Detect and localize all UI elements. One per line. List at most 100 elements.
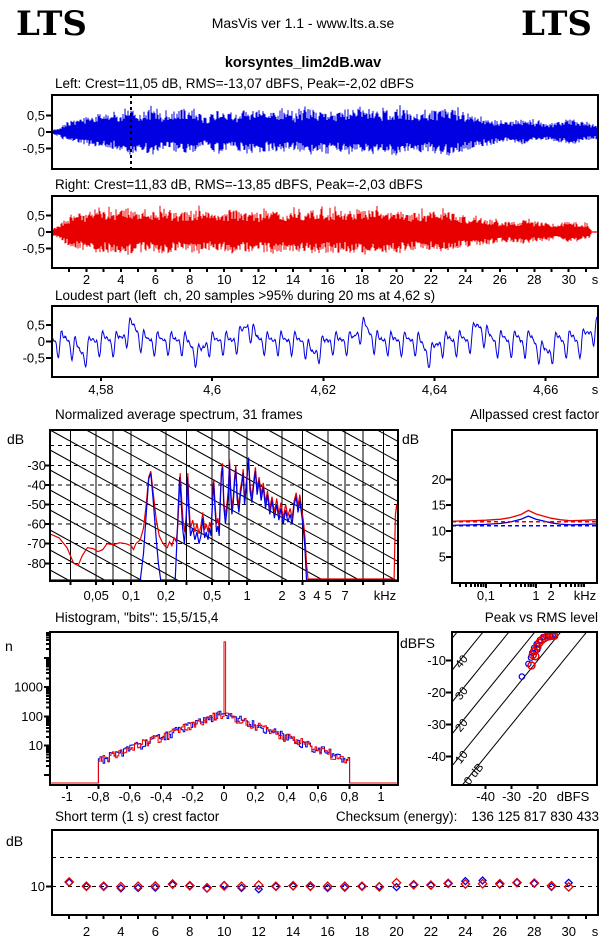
svg-text:0,5: 0,5: [27, 208, 45, 223]
svg-text:4,64: 4,64: [422, 382, 447, 397]
svg-text:0,1: 0,1: [122, 588, 140, 603]
svg-text:-0,2: -0,2: [181, 789, 203, 804]
svg-text:10: 10: [217, 924, 231, 939]
short-term-crest-plot: 102 4 6 8 10 12 14 16 18 20 22 24 26 28 30 sdB: [6, 829, 599, 939]
svg-text:10: 10: [432, 524, 446, 539]
svg-text:0,8: 0,8: [341, 789, 359, 804]
svg-text:4,62: 4,62: [311, 382, 336, 397]
svg-text:10: 10: [453, 749, 470, 766]
svg-text:dB: dB: [402, 431, 419, 447]
app-version-line: MasVis ver 1.1 - www.lts.a.se: [211, 15, 395, 31]
checksum: Checksum (energy): 136 125 817 830 433: [336, 809, 599, 824]
lts-logo-left: LTS: [16, 4, 87, 44]
svg-text:16: 16: [320, 924, 334, 939]
svg-text:30: 30: [453, 685, 470, 702]
svg-text:24: 24: [458, 924, 472, 939]
svg-text:-60: -60: [27, 517, 46, 532]
svg-text:20: 20: [389, 272, 403, 287]
svg-text:dB: dB: [7, 431, 24, 447]
svg-text:28: 28: [527, 924, 541, 939]
svg-text:-0,5: -0,5: [23, 241, 45, 256]
checksum-value: 136 125 817 830 433: [471, 809, 599, 824]
checksum-label: Checksum (energy):: [335, 809, 458, 824]
svg-text:4,58: 4,58: [88, 382, 113, 397]
spectrum-plot: -30 -40 -50 -60 -70 -80 0,05 0,1 0,2 0,5 1 2 3 4 5 7 kHz…: [7, 429, 419, 603]
histogram-plot: 10 100 1000 -1 -0,8 -0,6 -0,4 -0,2 0 0,2 0,4 0,6 0,8…: [5, 631, 399, 804]
peak-vs-rms-title: Peak vs RMS level: [484, 610, 598, 625]
svg-text:10: 10: [29, 738, 43, 753]
svg-text:-0,6: -0,6: [119, 789, 141, 804]
svg-text:5: 5: [325, 588, 332, 603]
short-term-crest-title: Short term (1 s) crest factor: [55, 809, 220, 824]
svg-text:0 dB: 0 dB: [462, 761, 486, 787]
svg-text:dBFS: dBFS: [400, 635, 435, 651]
svg-text:kHz: kHz: [574, 588, 596, 603]
waveform-left-plot: 0,5 0-0,5: [23, 94, 599, 170]
svg-text:18: 18: [355, 272, 369, 287]
histogram-title: Histogram, "bits": 15,5/15,4: [55, 610, 219, 625]
svg-text:2: 2: [83, 924, 90, 939]
svg-text:100: 100: [21, 709, 43, 724]
svg-text:-40: -40: [27, 477, 46, 492]
svg-text:-70: -70: [27, 536, 46, 551]
svg-text:1: 1: [243, 588, 250, 603]
svg-text:-0,8: -0,8: [87, 789, 109, 804]
svg-text:-0,5: -0,5: [23, 141, 45, 156]
svg-text:20: 20: [389, 924, 403, 939]
svg-text:0,4: 0,4: [278, 789, 296, 804]
svg-text:-40: -40: [427, 749, 446, 764]
svg-text:6: 6: [152, 272, 159, 287]
svg-text:-20: -20: [427, 685, 446, 700]
svg-text:8: 8: [186, 272, 193, 287]
svg-text:0,2: 0,2: [157, 588, 175, 603]
svg-text:30: 30: [561, 924, 575, 939]
svg-text:12: 12: [251, 272, 265, 287]
svg-text:26: 26: [493, 924, 507, 939]
svg-text:40: 40: [453, 653, 470, 670]
svg-text:-30: -30: [427, 717, 446, 732]
loudest-part-plot: 0,50 -0,5 4,58 4,6 4,62 4,64 4,66 s: [23, 305, 599, 397]
svg-text:s: s: [592, 382, 599, 397]
svg-text:0,5: 0,5: [203, 588, 221, 603]
svg-text:3: 3: [299, 588, 306, 603]
spectrum-title: Normalized average spectrum, 31 frames: [55, 407, 303, 422]
svg-text:20: 20: [453, 717, 470, 734]
svg-text:dBFS: dBFS: [557, 789, 590, 804]
svg-text:-10: -10: [427, 653, 446, 668]
svg-text:22: 22: [424, 272, 438, 287]
svg-text:0,05: 0,05: [84, 588, 109, 603]
svg-text:12: 12: [251, 924, 265, 939]
svg-text:s: s: [592, 272, 599, 287]
svg-text:dB: dB: [6, 833, 23, 849]
svg-text:0,1: 0,1: [477, 588, 495, 603]
svg-text:14: 14: [286, 272, 300, 287]
svg-text:26: 26: [493, 272, 507, 287]
svg-text:0,5: 0,5: [27, 318, 45, 333]
svg-text:8: 8: [186, 924, 193, 939]
svg-text:4,66: 4,66: [533, 382, 558, 397]
svg-text:6: 6: [152, 924, 159, 939]
svg-text:1000: 1000: [14, 680, 43, 695]
svg-text:0: 0: [38, 125, 45, 140]
svg-text:1: 1: [532, 588, 539, 603]
waveform-right-plot: 0,50-0,52 4 6 8 10 12 14 16 18 20 22 24 26 28 30 s: [23, 195, 599, 287]
svg-text:-40: -40: [476, 789, 495, 804]
svg-text:kHz: kHz: [374, 588, 396, 603]
svg-text:-0,4: -0,4: [150, 789, 172, 804]
svg-text:22: 22: [424, 924, 438, 939]
svg-text:0: 0: [38, 334, 45, 349]
svg-text:2: 2: [547, 588, 554, 603]
svg-text:-1: -1: [61, 789, 73, 804]
svg-text:0: 0: [220, 789, 227, 804]
svg-text:24: 24: [458, 272, 472, 287]
svg-text:18: 18: [355, 924, 369, 939]
svg-text:1: 1: [377, 789, 384, 804]
svg-text:28: 28: [527, 272, 541, 287]
svg-text:16: 16: [320, 272, 334, 287]
svg-text:4,6: 4,6: [203, 382, 221, 397]
svg-text:0,6: 0,6: [309, 789, 327, 804]
svg-text:4: 4: [117, 272, 124, 287]
svg-text:5: 5: [439, 550, 446, 565]
